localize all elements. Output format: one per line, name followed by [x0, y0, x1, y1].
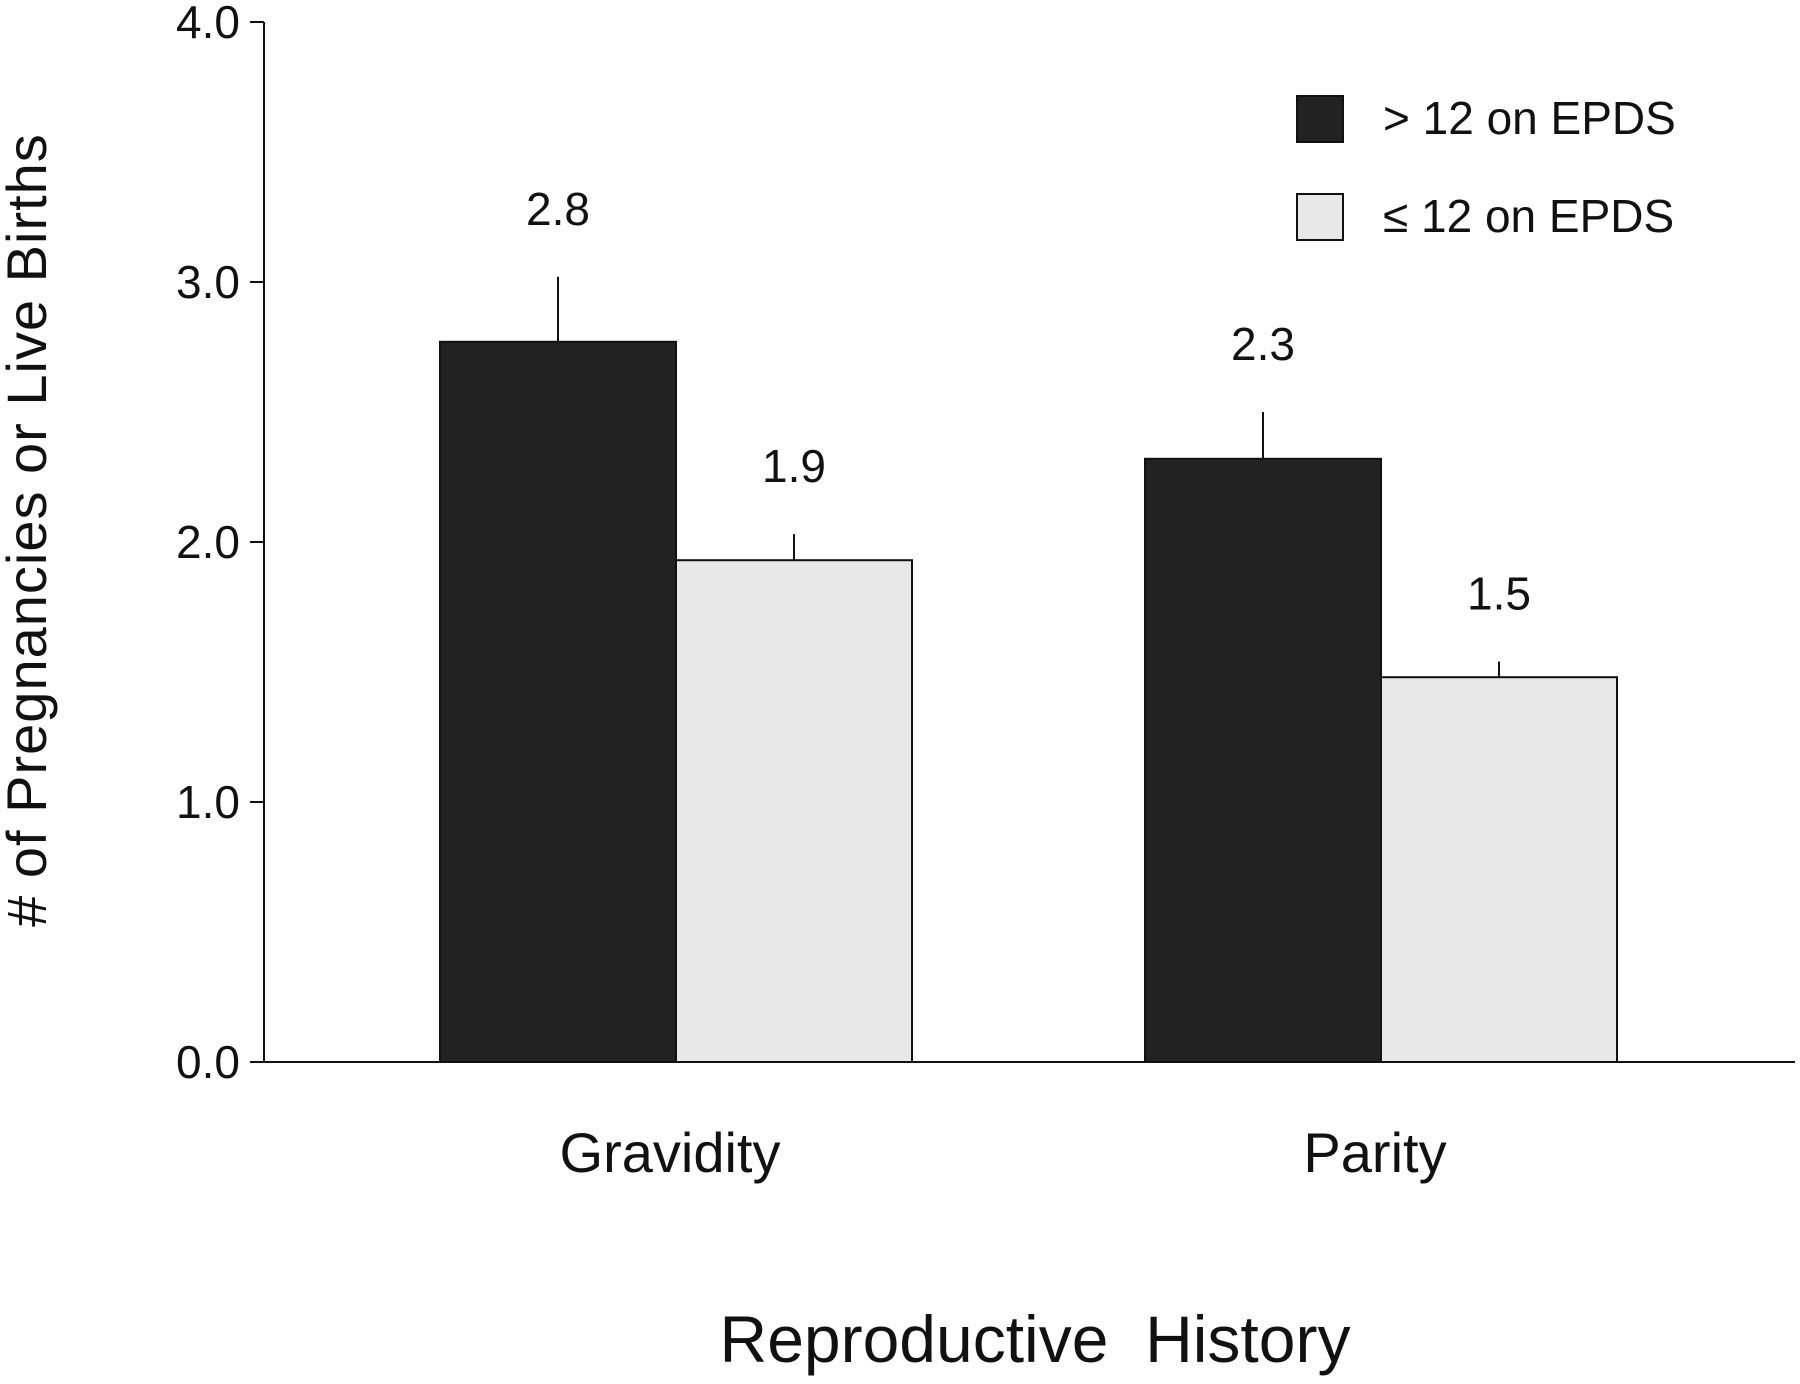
bar: [1144, 457, 1382, 1063]
bar: [439, 340, 677, 1063]
data-label: 2.3: [1231, 318, 1295, 370]
x-category-label: Parity: [1303, 1121, 1446, 1184]
x-axis: Gravidity Parity: [264, 1061, 1795, 1184]
bar: [675, 559, 913, 1063]
legend-label: ≤ 12 on EPDS: [1383, 190, 1674, 242]
data-label: 1.9: [762, 440, 826, 492]
legend: > 12 on EPDS ≤ 12 on EPDS: [1296, 92, 1676, 242]
data-label: 2.8: [526, 183, 590, 235]
y-tick-label: 1.0: [176, 776, 240, 828]
x-axis-title: Reproductive History: [720, 1302, 1351, 1376]
legend-label: > 12 on EPDS: [1383, 92, 1676, 144]
legend-swatch: [1296, 95, 1344, 143]
y-axis: 0.0 1.0 2.0 3.0 4.0: [176, 0, 265, 1088]
y-axis-title: # of Pregnancies or Live Births: [0, 133, 58, 927]
y-tick-label: 2.0: [176, 516, 240, 568]
y-tick-label: 4.0: [176, 0, 240, 48]
data-labels: 2.8 1.9 2.3 1.5: [526, 183, 1531, 620]
bars: [439, 276, 1618, 1063]
y-tick-label: 3.0: [176, 256, 240, 308]
bar: [1380, 676, 1618, 1063]
legend-swatch: [1296, 193, 1344, 241]
x-category-label: Gravidity: [560, 1121, 781, 1184]
data-label: 1.5: [1467, 568, 1531, 620]
y-tick-label: 0.0: [176, 1036, 240, 1088]
